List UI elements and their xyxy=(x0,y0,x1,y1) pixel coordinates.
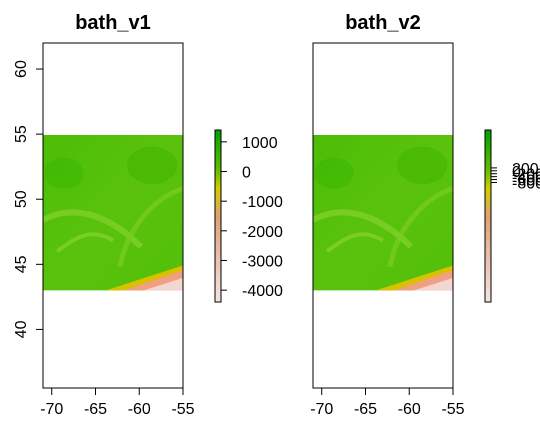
plot-frame xyxy=(42,42,184,389)
bathymetry-raster xyxy=(313,135,453,291)
x-tick-label: -60 xyxy=(398,401,421,418)
bank-feature xyxy=(44,157,84,189)
panel-bath-v2: bath_v2 -70 -65 -60 -55 2000-200-400-600-80… xyxy=(310,12,540,418)
x-axis: -70 -65 -60 -55 xyxy=(40,388,195,418)
colorbar xyxy=(484,129,492,303)
color-legend: 2000-200-400-600-800 xyxy=(484,129,540,303)
y-tick-label: 55 xyxy=(13,125,30,143)
legend-tick-label: 0 xyxy=(242,165,251,182)
plot-frame xyxy=(312,42,454,389)
legend-tick-label: -4000 xyxy=(242,283,283,300)
panel-bath-v1: bath_v1 -70 -65 -60 -55 40 45 50 55 60 1000 0 -10… xyxy=(13,12,283,418)
legend-tick-label: -200 xyxy=(512,167,540,184)
abyssal-plain xyxy=(413,277,453,291)
bank-feature xyxy=(397,146,448,185)
channel-feature xyxy=(117,186,183,268)
x-tick-label: -65 xyxy=(84,401,107,418)
colorbar xyxy=(214,129,222,303)
x-tick-label: -65 xyxy=(354,401,377,418)
chart-title: bath_v1 xyxy=(75,12,151,34)
x-axis: -70 -65 -60 -55 xyxy=(310,388,465,418)
legend-tick-label: 200 xyxy=(512,161,539,178)
x-tick-label: -70 xyxy=(40,401,63,418)
y-tick-label: 45 xyxy=(13,255,30,273)
legend-tick-label: -3000 xyxy=(242,253,283,270)
x-tick-label: -70 xyxy=(310,401,333,418)
legend-tick-label: 0 xyxy=(512,164,521,181)
abyssal-plain xyxy=(143,277,183,291)
legend-tick-label: -1000 xyxy=(242,194,283,211)
legend-tick-label: -800 xyxy=(512,175,540,192)
channel-feature xyxy=(387,186,453,268)
x-tick-label: -55 xyxy=(171,401,194,418)
legend-tick-label: -600 xyxy=(512,173,540,190)
color-legend: 1000 0 -1000 -2000 -3000 -4000 xyxy=(214,129,283,303)
bank-feature xyxy=(127,146,178,185)
legend-tick-label: -2000 xyxy=(242,224,283,241)
y-tick-label: 50 xyxy=(13,190,30,208)
x-tick-label: -60 xyxy=(128,401,151,418)
channel-feature xyxy=(55,232,115,253)
legend-tick-label: 1000 xyxy=(242,135,278,152)
y-axis: 40 45 50 55 60 xyxy=(13,60,43,338)
x-tick-label: -55 xyxy=(441,401,464,418)
y-tick-label: 40 xyxy=(13,320,30,338)
legend-tick-label: -400 xyxy=(512,170,540,187)
bathymetry-raster xyxy=(43,135,183,291)
y-tick-label: 60 xyxy=(13,60,30,78)
bank-feature xyxy=(314,157,354,189)
channel-feature xyxy=(325,232,385,253)
chart-title: bath_v2 xyxy=(345,12,421,34)
